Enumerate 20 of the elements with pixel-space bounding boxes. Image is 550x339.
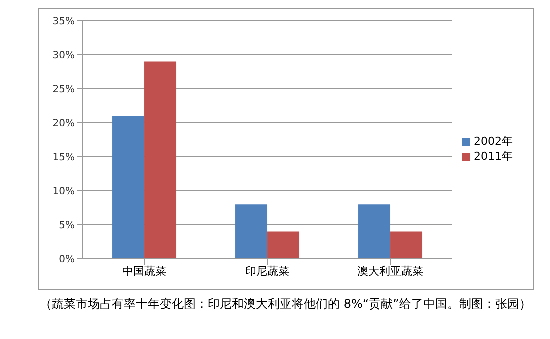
y-tick-label: 10% (52, 186, 75, 198)
bar (358, 204, 391, 259)
x-tick-label: 印尼蔬菜 (246, 264, 290, 278)
bar (390, 232, 423, 259)
x-tick-label: 澳大利亚蔬菜 (358, 264, 424, 278)
legend-label: 2002年 (474, 135, 513, 148)
bar (236, 204, 268, 259)
x-tick-label: 中国蔬菜 (122, 264, 166, 278)
legend-label: 2011年 (474, 150, 513, 163)
y-tick-label: 30% (52, 50, 75, 62)
text: （蔬菜市场占有率十年变化图：印尼和澳大利亚将他们的 8%“贡献”给了中国。制图：张园） (39, 296, 532, 313)
bar (144, 62, 177, 259)
y-tick-label: 35% (52, 16, 75, 28)
bar (112, 116, 145, 259)
y-tick-label: 0% (59, 254, 75, 266)
y-tick-label: 25% (52, 84, 75, 96)
bar (268, 232, 300, 259)
y-tick-label: 15% (52, 152, 75, 164)
y-tick-label: 20% (52, 118, 75, 130)
y-tick-label: 5% (59, 220, 75, 232)
